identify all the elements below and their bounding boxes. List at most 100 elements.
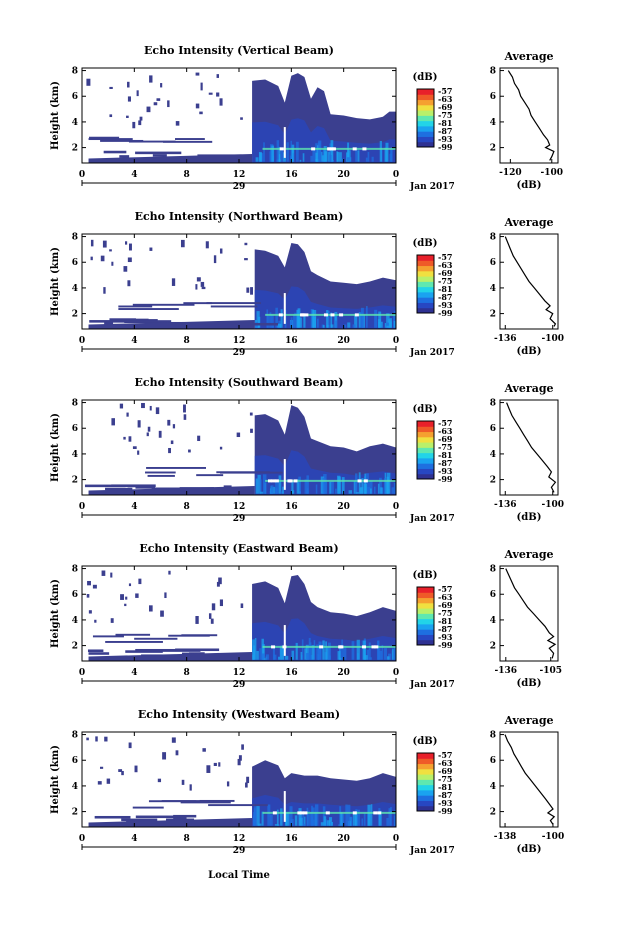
scattered-echo (109, 114, 113, 118)
colorbar-tick-label: -63 (438, 94, 453, 104)
mid-echo (163, 140, 213, 143)
x-tick-label: 0 (79, 668, 85, 678)
echo-speckle (364, 655, 368, 660)
echo-speckle (343, 324, 347, 328)
echo-speckle (310, 309, 313, 328)
scattered-echo (101, 570, 106, 576)
scattered-echo (135, 593, 139, 598)
echo-speckle (275, 307, 278, 328)
echo-speckle (304, 648, 307, 660)
echo-speckle (263, 658, 266, 660)
bright-band-gap (274, 479, 279, 483)
x-tick-label: 0 (393, 834, 399, 844)
x-tick-label: 16 (285, 336, 298, 346)
colorbar-frame (416, 254, 435, 314)
y-axis-label: Height (km) (50, 413, 61, 482)
echo-speckle (366, 473, 369, 494)
y-tick-label: 2 (72, 144, 78, 154)
scattered-echo (250, 287, 253, 295)
x-tick-label: 0 (393, 336, 399, 346)
colorbar-segment (417, 136, 434, 143)
scattered-echo (219, 98, 223, 106)
colorbar-segment (417, 286, 434, 293)
x-tick-label: 4 (131, 502, 137, 512)
bright-band-gap (272, 811, 277, 815)
scattered-echo (134, 765, 138, 773)
low-echo-layer (88, 154, 253, 163)
echo-speckle (321, 324, 325, 328)
echo-speckle (329, 481, 332, 494)
echo-speckle (280, 149, 284, 162)
echo-speckle (313, 640, 316, 660)
profile-x-tick-label: -136 (494, 334, 517, 344)
colorbar-segment (417, 634, 434, 641)
echo-speckle (303, 314, 306, 328)
day-label: 29 (233, 680, 246, 690)
scattered-echo (138, 578, 142, 585)
scattered-echo (236, 432, 241, 438)
echo-speckle (345, 152, 349, 162)
echo-speckle (388, 653, 392, 660)
scattered-echo (155, 407, 160, 415)
scattered-echo (164, 592, 167, 599)
echo-speckle (279, 323, 282, 328)
scattered-echo (132, 446, 137, 449)
y-tick-label: 6 (72, 756, 78, 766)
echo-speckle (289, 806, 293, 826)
colorbar-frame (416, 420, 435, 480)
profile-y-tick-label: 8 (490, 399, 496, 409)
echo-speckle (286, 142, 289, 162)
echo-speckle (256, 805, 260, 826)
profile-y-tick-label: 2 (490, 476, 496, 486)
scattered-echo (126, 115, 129, 118)
scattered-echo (86, 594, 90, 598)
mid-echo (105, 640, 163, 643)
low-echo (119, 155, 130, 158)
colorbar-tick-label: -81 (438, 284, 452, 294)
low-echo (173, 814, 197, 818)
scattered-echo (99, 766, 104, 769)
colorbar-unit: (dB) (413, 72, 438, 83)
scattered-echo (195, 616, 199, 624)
x-tick-label: 0 (79, 502, 85, 512)
scattered-echo (213, 255, 217, 264)
scattered-echo (200, 82, 203, 91)
colorbar-segment (417, 618, 434, 625)
colorbar-tick-label: -87 (438, 624, 452, 634)
echo-speckle (300, 651, 303, 660)
colorbar-tick-label: -99 (438, 806, 453, 816)
scattered-echo (171, 278, 176, 286)
profile-y-tick-label: 6 (490, 590, 496, 600)
scattered-echo (95, 736, 98, 742)
echo-speckle (290, 317, 293, 328)
low-echo (135, 486, 156, 489)
y-tick-label: 4 (72, 118, 78, 128)
colorbar-tick-label: -93 (438, 466, 453, 476)
echo-speckle (339, 806, 342, 826)
bright-band-gap (297, 811, 302, 815)
mid-echo (132, 806, 164, 809)
echo-speckle (380, 321, 383, 328)
mid-echo (199, 799, 235, 802)
colorbar-tick-label: -87 (438, 126, 452, 136)
colorbar-tick-label: -57 (438, 418, 452, 428)
colorbar-segment (417, 421, 434, 427)
scattered-echo (109, 86, 113, 89)
echo-speckle (315, 158, 319, 162)
echo-speckle (393, 310, 396, 328)
x-tick-label: 0 (79, 834, 85, 844)
echo-speckle (322, 477, 326, 494)
colorbar-segment (417, 260, 434, 267)
echo-speckle (378, 311, 382, 328)
mid-echo (118, 308, 179, 310)
echo-speckle (316, 318, 319, 328)
echo-speckle (328, 151, 330, 162)
colorbar-tick-label: -69 (438, 268, 453, 278)
scattered-echo (146, 106, 151, 113)
echo-speckle (276, 159, 279, 162)
scattered-echo (238, 755, 242, 761)
bright-band-gap (268, 479, 273, 483)
echo-speckle (280, 645, 285, 660)
echo-speckle (257, 474, 261, 494)
low-echo-layer (88, 486, 255, 495)
